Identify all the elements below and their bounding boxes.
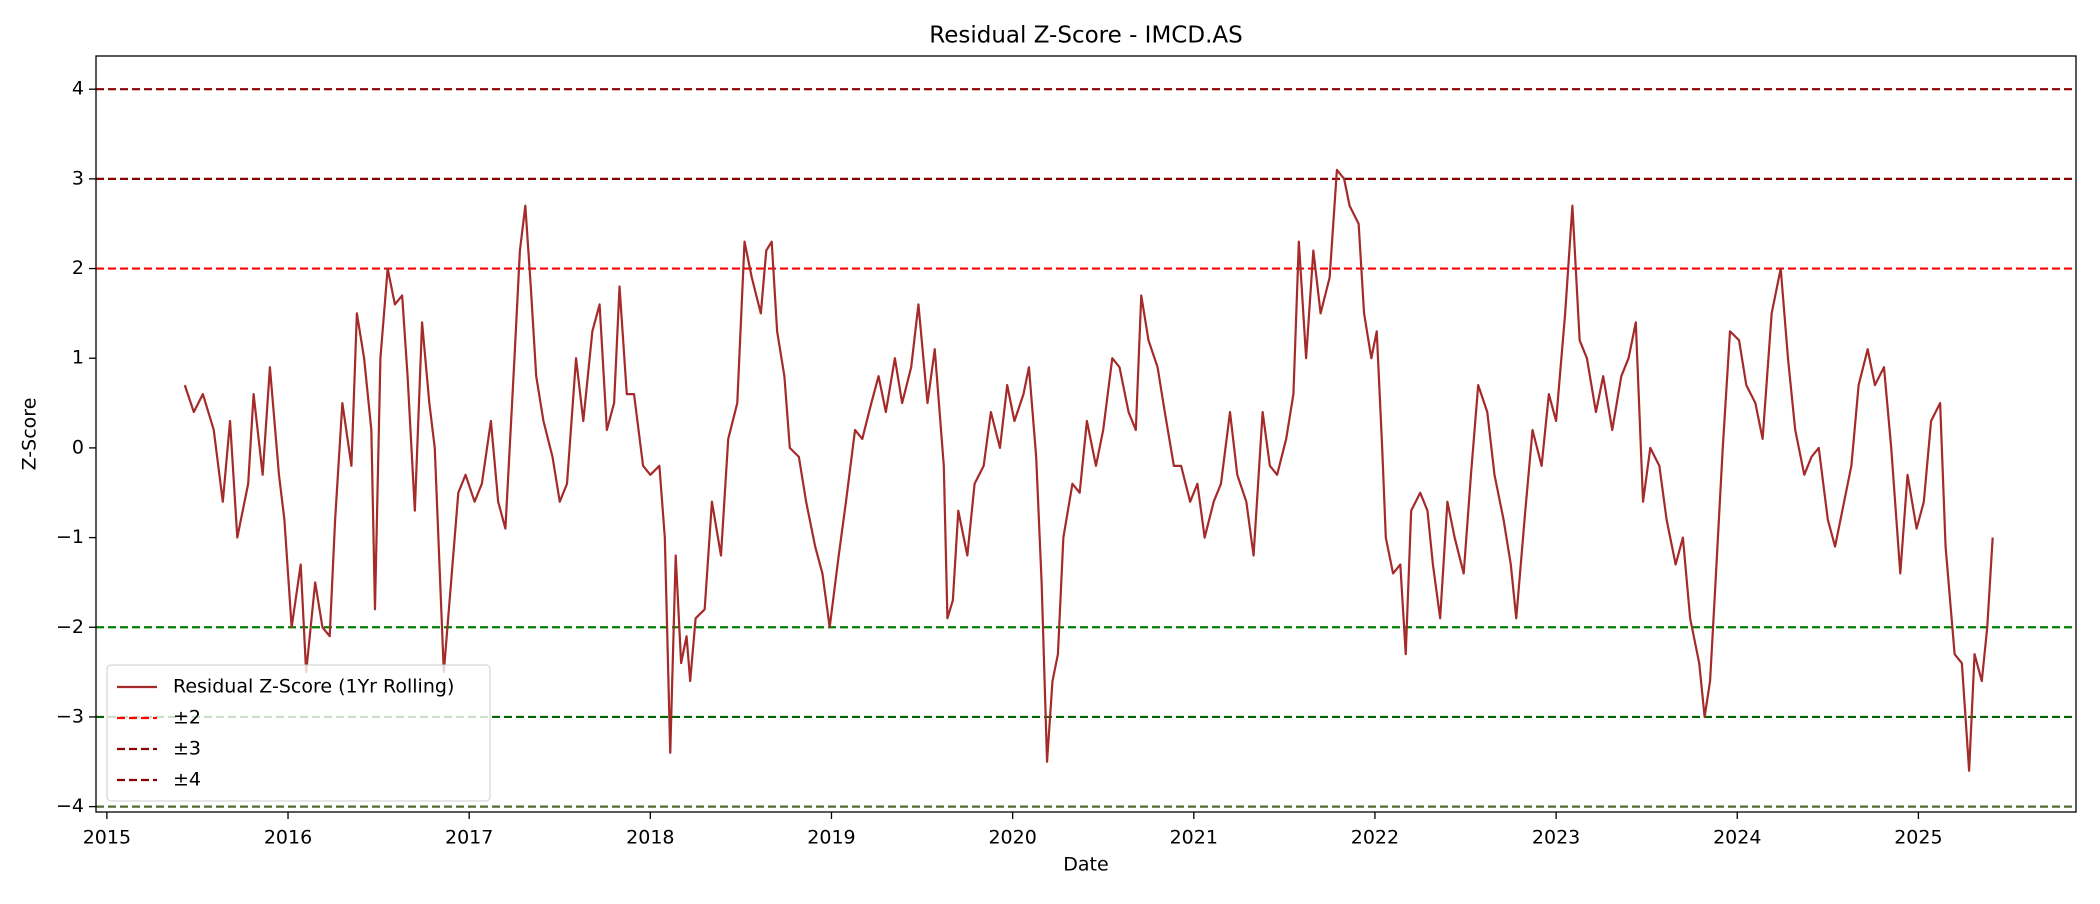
x-tick-label: 2021 xyxy=(1170,827,1218,849)
y-tick-label: 0 xyxy=(72,436,84,458)
legend-box xyxy=(106,664,491,802)
legend-label: ±4 xyxy=(173,769,201,791)
y-axis-label: Z-Score xyxy=(19,398,41,471)
y-tick-label: −1 xyxy=(56,526,84,548)
chart-title: Residual Z-Score - IMCD.AS xyxy=(929,23,1242,49)
x-tick-label: 2017 xyxy=(445,827,493,849)
legend-label: Residual Z-Score (1Yr Rolling) xyxy=(173,676,454,698)
x-tick-label: 2019 xyxy=(807,827,855,849)
x-axis-label: Date xyxy=(1063,854,1108,876)
x-tick-label: 2022 xyxy=(1351,827,1399,849)
x-tick-label: 2023 xyxy=(1532,827,1580,849)
x-tick-label: 2024 xyxy=(1713,827,1761,849)
plot-frame xyxy=(95,55,2077,813)
y-tick-label: 1 xyxy=(72,347,84,369)
x-tick-label: 2016 xyxy=(264,827,312,849)
data-line xyxy=(183,168,1994,772)
legend-label: ±2 xyxy=(173,707,201,729)
y-tick-label: −3 xyxy=(56,705,84,727)
y-tick-label: −4 xyxy=(56,795,84,817)
y-tick-label: −2 xyxy=(56,616,84,638)
x-tick-label: 2015 xyxy=(83,827,131,849)
legend-label: ±3 xyxy=(173,738,201,760)
legend: Residual Z-Score (1Yr Rolling) ±2 ±3 ±4 xyxy=(106,664,491,802)
y-tick-label: 2 xyxy=(72,257,84,279)
x-tick-label: 2020 xyxy=(988,827,1036,849)
y-tick-label: 3 xyxy=(72,167,84,189)
y-tick-label: 4 xyxy=(72,78,84,100)
x-tick-label: 2025 xyxy=(1894,827,1942,849)
x-tick-label: 2018 xyxy=(626,827,674,849)
